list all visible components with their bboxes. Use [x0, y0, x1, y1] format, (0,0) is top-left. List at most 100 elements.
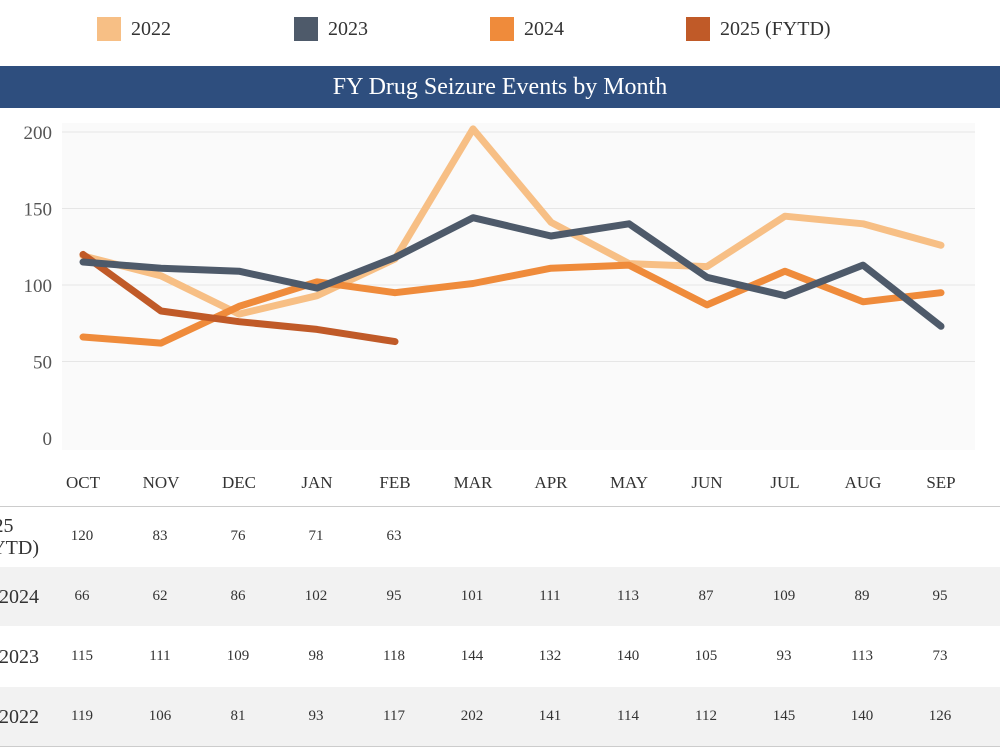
table-gutter [979, 506, 1000, 567]
x-tick-label: JUN [691, 473, 722, 492]
table-cell: 117 [355, 686, 433, 747]
table-cell: 105 [667, 626, 745, 687]
table-cell: 111 [121, 626, 199, 687]
table-row-label: 2025 (FYTD) [0, 506, 43, 567]
table-cell: 106 [121, 686, 199, 747]
data-table: 2025 (FYTD)12083767163202466628610295101… [0, 506, 1000, 747]
table-cell [667, 506, 745, 567]
table-cell: 76 [199, 506, 277, 567]
x-tick-label: FEB [379, 473, 410, 492]
table-row-label: 2023 [0, 626, 43, 687]
table-cell: 113 [589, 566, 667, 627]
x-tick-label: SEP [926, 473, 955, 492]
table-cell: 112 [667, 686, 745, 747]
x-tick-label: OCT [66, 473, 101, 492]
legend-swatch-2023 [294, 17, 318, 41]
table-cell: 202 [433, 686, 511, 747]
table-cell: 66 [43, 566, 121, 627]
table-row-label-text: 2022 [0, 705, 39, 728]
table-cell: 89 [823, 566, 901, 627]
table-cell [589, 506, 667, 567]
table-cell [823, 506, 901, 567]
table-cell: 109 [745, 566, 823, 627]
legend-item-2025-fytd[interactable]: 2025 (FYTD) [686, 16, 831, 42]
series-line-2025-fytd [79, 250, 399, 346]
table-row-label-text: 2025 (FYTD) [0, 514, 39, 559]
table-cell: 109 [199, 626, 277, 687]
table-cell: 95 [901, 566, 979, 627]
line-chart: 0 50 100 150 200 OCT NOV DEC JAN FEB MAR APR MAY JUN J… [24, 123, 975, 492]
table-cell: 126 [901, 686, 979, 747]
table-row-label-text: 2023 [0, 645, 39, 668]
y-tick-label: 150 [24, 200, 53, 221]
legend-swatch-2022 [97, 17, 121, 41]
table-row-label: 2022 [0, 686, 43, 747]
chart-title: FY Drug Seizure Events by Month [332, 73, 668, 100]
table-row-label-text: 2024 [0, 585, 39, 608]
legend-label-2022: 2022 [131, 17, 171, 40]
y-tick-label: 200 [24, 123, 53, 144]
x-tick-label: APR [534, 473, 568, 492]
table-cell: 83 [121, 506, 199, 567]
table-cell: 95 [355, 566, 433, 627]
table-cell: 71 [277, 506, 355, 567]
table-gutter [979, 566, 1000, 627]
legend-label-2024: 2024 [524, 17, 564, 40]
x-tick-label: JUL [770, 473, 799, 492]
series-line-2022 [79, 125, 945, 318]
table-cell: 119 [43, 686, 121, 747]
chart-title-bar: FY Drug Seizure Events by Month [0, 66, 1000, 108]
legend-swatch-2024 [490, 17, 514, 41]
x-tick-label: AUG [845, 473, 882, 492]
legend-item-2023[interactable]: 2023 [294, 16, 368, 42]
x-tick-label: MAY [610, 473, 648, 492]
table-cell: 111 [511, 566, 589, 627]
chart-legend: 2022 2023 2024 2025 (FYTD) [0, 0, 1000, 60]
series-line-2023 [79, 214, 945, 330]
table-cell: 81 [199, 686, 277, 747]
legend-item-2022[interactable]: 2022 [97, 16, 171, 42]
table-row: 2024 66 62 86 102 95 101 111 113 87 109 89 95 [0, 566, 1000, 627]
legend-item-2024[interactable]: 2024 [490, 16, 564, 42]
table-row-label: 2024 [0, 566, 43, 627]
table-cell [433, 506, 511, 567]
x-tick-label: NOV [143, 473, 181, 492]
table-cell: 118 [355, 626, 433, 687]
table-gutter [979, 626, 1000, 687]
table-cell: 113 [823, 626, 901, 687]
table-cell: 132 [511, 626, 589, 687]
table-cell: 73 [901, 626, 979, 687]
table-cell: 101 [433, 566, 511, 627]
x-tick-label: MAR [454, 473, 493, 492]
table-cell: 93 [745, 626, 823, 687]
table-cell: 102 [277, 566, 355, 627]
y-tick-label: 50 [33, 353, 52, 374]
legend-swatch-2025-fytd [686, 17, 710, 41]
table-cell: 114 [589, 686, 667, 747]
table-cell [745, 506, 823, 567]
table-cell [901, 506, 979, 567]
table-cell: 86 [199, 566, 277, 627]
table-cell: 144 [433, 626, 511, 687]
x-tick-label: JAN [301, 473, 332, 492]
table-cell: 98 [277, 626, 355, 687]
table-cell: 115 [43, 626, 121, 687]
table-cell: 140 [823, 686, 901, 747]
y-tick-label: 0 [43, 429, 53, 450]
table-cell: 93 [277, 686, 355, 747]
table-cell: 140 [589, 626, 667, 687]
table-cell: 145 [745, 686, 823, 747]
plot-area [62, 123, 975, 450]
table-row: 2023 115 111 109 98 118 144 132 140 105 93 113 73 [0, 626, 1000, 687]
table-cell [511, 506, 589, 567]
series-line-2024 [79, 261, 945, 347]
table-cell: 120 [43, 506, 121, 567]
table-cell: 87 [667, 566, 745, 627]
x-tick-label: DEC [222, 473, 256, 492]
table-gutter [979, 686, 1000, 747]
legend-label-2025-fytd: 2025 (FYTD) [720, 17, 831, 40]
table-row: 2022 119 106 81 93 117 202 141 114 112 145 140 126 [0, 686, 1000, 747]
legend-label-2023: 2023 [328, 17, 368, 40]
table-cell: 62 [121, 566, 199, 627]
